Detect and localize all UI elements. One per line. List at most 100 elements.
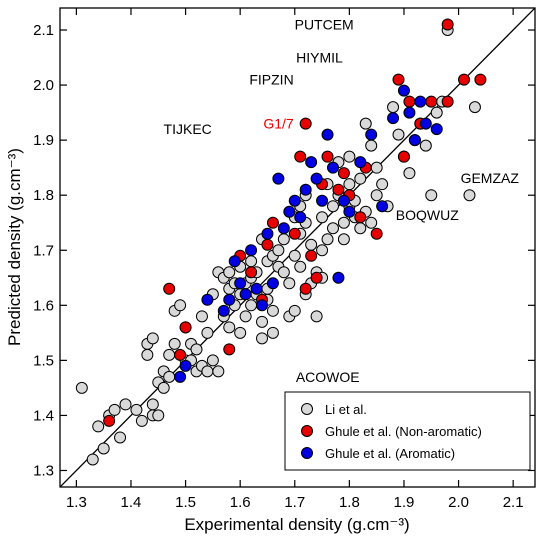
point-label-boqwuz: BOQWUZ (396, 207, 459, 223)
point-label-tijkec: TIJKEC (164, 121, 212, 137)
data-point (288, 227, 301, 240)
data-point (266, 277, 279, 290)
data-point (201, 326, 214, 339)
data-point (75, 381, 88, 394)
data-point (337, 194, 350, 207)
data-point (256, 315, 269, 328)
y-tick-label: 2.1 (33, 22, 54, 39)
data-point (365, 139, 378, 152)
data-point (245, 299, 258, 312)
data-point (392, 73, 405, 86)
data-point (403, 167, 416, 180)
point-label-g1-7: G1/7 (263, 116, 294, 132)
data-point (266, 326, 279, 339)
legend-marker (301, 425, 313, 437)
data-point (239, 310, 252, 323)
data-point (217, 304, 230, 317)
data-point (201, 293, 214, 306)
plot-frame (59, 7, 536, 488)
data-point (163, 282, 176, 295)
x-tick-label: 2.0 (448, 494, 469, 511)
x-axis-label: Experimental density (g.cm⁻³) (184, 515, 409, 534)
data-point (277, 222, 290, 235)
data-point (283, 277, 296, 290)
data-point (332, 271, 345, 284)
data-point (130, 403, 143, 416)
data-point (256, 332, 269, 345)
data-point (326, 222, 339, 235)
data-point (365, 128, 378, 141)
data-point (223, 293, 236, 306)
data-point (146, 332, 159, 345)
data-point (179, 359, 192, 372)
data-point (387, 101, 400, 114)
data-point (321, 128, 334, 141)
data-point (256, 299, 269, 312)
point-label-gemzaz: GEMZAZ (461, 170, 520, 186)
data-point (234, 277, 247, 290)
x-tick-label: 1.3 (66, 494, 87, 511)
data-point (310, 310, 323, 323)
data-point (316, 244, 329, 257)
data-point (288, 304, 301, 317)
data-point (305, 156, 318, 169)
data-point (223, 343, 236, 356)
data-point (245, 244, 258, 257)
data-point (146, 398, 159, 411)
axes: 1.3 1.4 1.5 1.6 1.7 1.8 1.9 2.0 2.1 1.3 1.4 1.5 1.6 1… (33, 7, 536, 511)
data-point (141, 348, 154, 361)
data-point (463, 189, 476, 202)
x-tick-label: 1.4 (121, 494, 142, 511)
data-point (103, 414, 116, 427)
data-point (354, 156, 367, 169)
y-tick-label: 1.8 (33, 187, 54, 204)
y-tick-label: 2.0 (33, 77, 54, 94)
data-point (288, 194, 301, 207)
data-point (272, 172, 285, 185)
data-point (354, 172, 367, 185)
data-point (397, 150, 410, 163)
legend-marker (301, 403, 313, 415)
data-point (343, 178, 356, 191)
data-point (261, 227, 274, 240)
data-point (272, 244, 285, 257)
data-point (163, 370, 176, 383)
legend-box (284, 391, 531, 471)
data-point (370, 189, 383, 202)
data-point (474, 73, 487, 86)
data-point (108, 403, 121, 416)
data-point (114, 431, 127, 444)
data-point (299, 117, 312, 130)
legend-label: Li et al. (325, 402, 367, 417)
data-point (468, 101, 481, 114)
data-point (354, 222, 367, 235)
legend-marker (301, 447, 313, 459)
data-point (152, 409, 165, 422)
data-point (403, 95, 416, 108)
data-point (370, 161, 383, 174)
data-point (326, 161, 339, 174)
data-point (245, 266, 258, 279)
data-point (239, 288, 252, 301)
data-point (376, 200, 389, 213)
point-label-fipzin: FIPZIN (249, 72, 293, 88)
data-point (299, 183, 312, 196)
data-point (250, 282, 263, 295)
data-point (294, 150, 307, 163)
point-label-acowoe: ACOWOE (296, 369, 360, 385)
data-point (414, 95, 427, 108)
data-point (223, 266, 236, 279)
y-tick-label: 1.4 (33, 407, 54, 424)
data-point (316, 194, 329, 207)
data-point (168, 337, 181, 350)
data-point (266, 304, 279, 317)
data-point (321, 150, 334, 163)
x-tick-label: 1.9 (394, 494, 415, 511)
data-point (299, 282, 312, 295)
data-point (365, 216, 378, 229)
data-point (321, 233, 334, 246)
data-point (403, 106, 416, 119)
data-point (179, 321, 192, 334)
data-point (163, 348, 176, 361)
